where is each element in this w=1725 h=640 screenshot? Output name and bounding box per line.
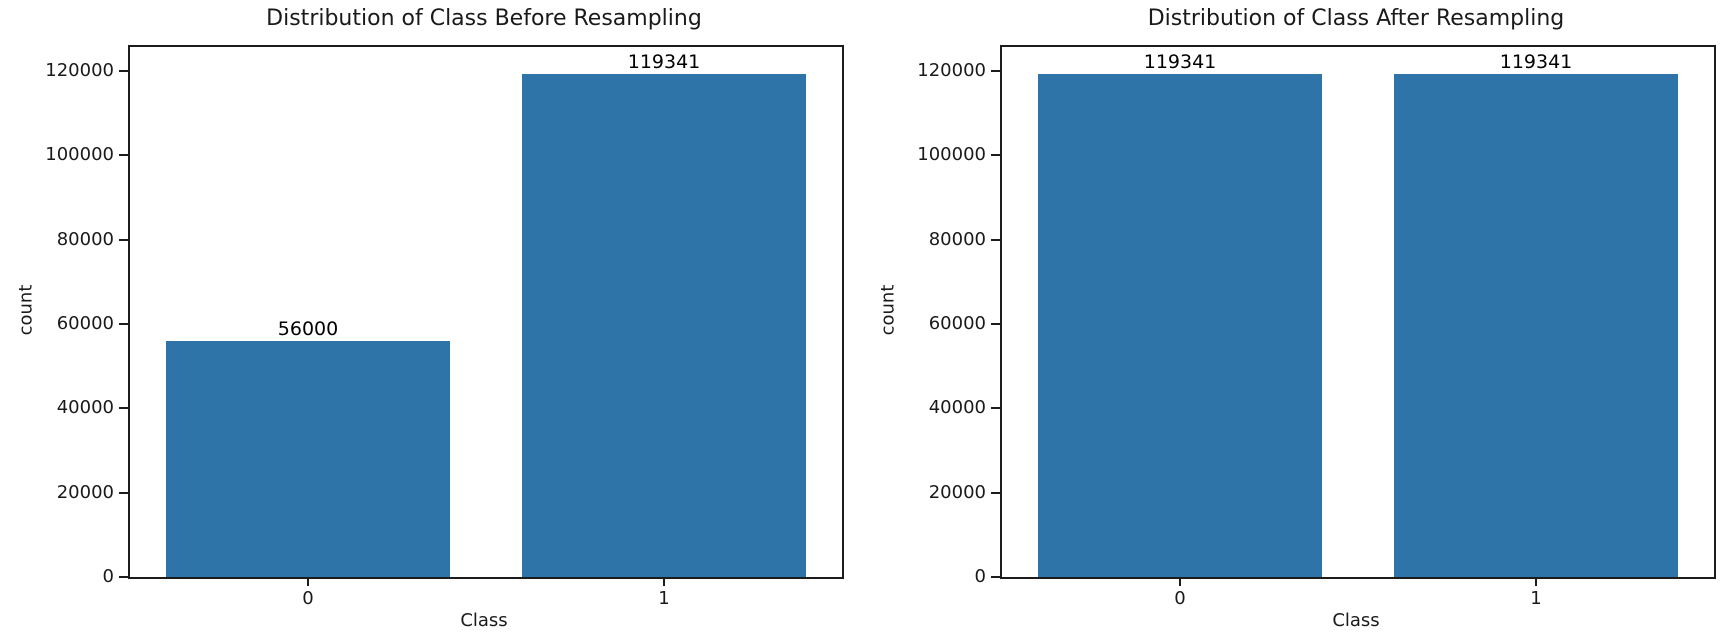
y-tick-mark <box>119 238 128 241</box>
y-tick-mark <box>991 154 1000 157</box>
y-axis-label: count <box>877 284 899 336</box>
y-tick-label: 20000 <box>928 481 986 503</box>
bar-value-label: 119341 <box>627 50 701 73</box>
y-tick-mark <box>119 154 128 157</box>
y-tick-label: 100000 <box>45 144 114 166</box>
y-tick-mark <box>119 491 128 494</box>
chart-title: Distribution of Class Before Resampling <box>266 6 702 31</box>
chart-before-resampling: Distribution of Class Before Resampling … <box>0 0 862 640</box>
x-tick-label: 1 <box>658 588 670 609</box>
y-tick-mark <box>991 407 1000 410</box>
y-tick-label: 20000 <box>56 481 114 503</box>
bar <box>165 340 451 577</box>
x-axis-label: Class <box>460 610 508 631</box>
y-tick-mark <box>991 491 1000 494</box>
plot-area: 0 20000 40000 60000 80000 100000 120000 56000 0 1… <box>45 45 844 609</box>
bar <box>1393 73 1679 577</box>
y-tick-mark <box>119 323 128 326</box>
x-tick-mark <box>307 577 309 586</box>
y-tick-label: 80000 <box>56 228 114 250</box>
bar <box>521 73 807 577</box>
bar-value-label: 56000 <box>277 317 339 340</box>
plot-area: 0 20000 40000 60000 80000 100000 120000 119341 0… <box>917 45 1716 609</box>
bar-value-label: 119341 <box>1499 50 1573 73</box>
bar-value-label: 119341 <box>1143 50 1217 73</box>
y-tick-label: 0 <box>974 566 986 587</box>
y-tick-label: 80000 <box>928 228 986 250</box>
y-axis-label: count <box>15 284 37 336</box>
y-tick-mark <box>991 323 1000 326</box>
x-tick-mark <box>663 577 665 586</box>
y-tick-label: 60000 <box>56 313 114 335</box>
y-tick-label: 40000 <box>928 397 986 419</box>
x-tick-mark <box>1535 577 1537 586</box>
x-tick-mark <box>1179 577 1181 586</box>
y-tick-label: 0 <box>102 566 114 587</box>
x-tick-label: 0 <box>1174 588 1186 609</box>
y-tick-label: 60000 <box>928 313 986 335</box>
x-tick-label: 0 <box>302 588 314 609</box>
x-axis-label: Class <box>1332 610 1380 631</box>
chart-title: Distribution of Class After Resampling <box>1147 6 1565 31</box>
y-tick-mark <box>991 70 1000 73</box>
x-tick-label: 1 <box>1530 588 1542 609</box>
y-tick-label: 120000 <box>917 60 986 82</box>
bar <box>1037 73 1323 577</box>
y-tick-mark <box>119 70 128 73</box>
y-tick-label: 120000 <box>45 60 114 82</box>
chart-after-resampling: Distribution of Class After Resampling c… <box>862 0 1725 640</box>
y-tick-mark <box>119 576 128 578</box>
y-tick-mark <box>991 576 1000 578</box>
y-tick-label: 100000 <box>917 144 986 166</box>
y-tick-label: 40000 <box>56 397 114 419</box>
y-tick-mark <box>991 238 1000 241</box>
y-tick-mark <box>119 407 128 410</box>
